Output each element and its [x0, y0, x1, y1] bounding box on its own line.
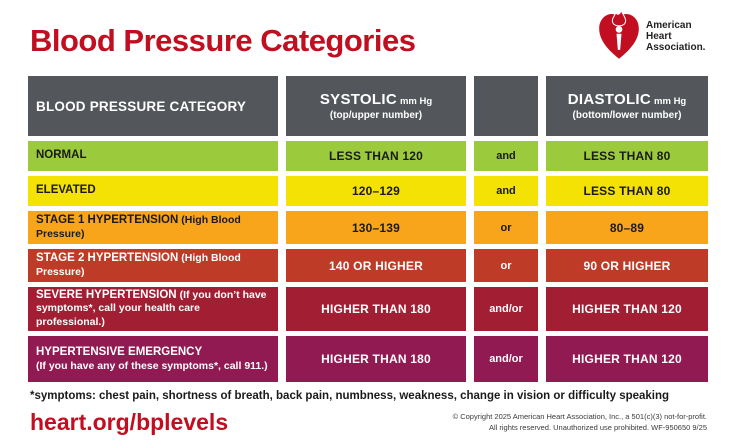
aha-logo: American Heart Association.	[597, 9, 705, 63]
connector-value: or	[474, 249, 538, 282]
category-cell: STAGE 1 HYPERTENSION (High Blood Pressure…	[28, 211, 278, 244]
bp-table: BLOOD PRESSURE CATEGORY SYSTOLIC mm Hg (t…	[28, 76, 708, 382]
header-category-cell: BLOOD PRESSURE CATEGORY	[28, 76, 278, 136]
header-diastolic-cell: DIASTOLIC mm Hg (bottom/lower number)	[546, 76, 708, 136]
diastolic-value: HIGHER THAN 120	[546, 287, 708, 331]
diastolic-value: LESS THAN 80	[546, 176, 708, 206]
systolic-sublabel: (top/upper number)	[329, 109, 423, 121]
systolic-value: LESS THAN 120	[286, 141, 466, 171]
systolic-label: SYSTOLIC	[319, 90, 397, 108]
table-row-stage2: STAGE 2 HYPERTENSION (High Blood Pressure…	[28, 249, 708, 282]
diastolic-sublabel: (bottom/lower number)	[572, 109, 682, 121]
table-header-row: BLOOD PRESSURE CATEGORY SYSTOLIC mm Hg (t…	[28, 76, 708, 136]
category-cell: ELEVATED	[28, 176, 278, 206]
symptoms-footnote: *symptoms: chest pain, shortness of brea…	[30, 390, 670, 402]
page-title: Blood Pressure Categories	[30, 23, 416, 58]
connector-value: and	[474, 176, 538, 206]
diastolic-value: 80–89	[546, 211, 708, 244]
table-row-elevated: ELEVATED 120–129 and LESS THAN 80	[28, 176, 708, 206]
systolic-value: 120–129	[286, 176, 466, 206]
systolic-value: 140 OR HIGHER	[286, 249, 466, 282]
aha-logo-wordmark: American Heart Association.	[646, 19, 706, 53]
diastolic-value: HIGHER THAN 120	[546, 336, 708, 382]
header-systolic-cell: SYSTOLIC mm Hg (top/upper number)	[286, 76, 466, 136]
diastolic-unit: mm Hg	[654, 95, 687, 107]
category-cell: SEVERE HYPERTENSION (If you don’t have sy…	[28, 287, 278, 331]
heart-org-link[interactable]: heart.org/bplevels	[30, 409, 229, 435]
heart-torch-icon	[599, 9, 639, 59]
connector-value: or	[474, 211, 538, 244]
category-cell: STAGE 2 HYPERTENSION (High Blood Pressure…	[28, 249, 278, 282]
connector-value: and/or	[474, 287, 538, 331]
diastolic-value: 90 OR HIGHER	[546, 249, 708, 282]
systolic-value: HIGHER THAN 180	[286, 336, 466, 382]
header-connector-cell	[474, 76, 538, 136]
systolic-value: 130–139	[286, 211, 466, 244]
diastolic-label: DIASTOLIC	[567, 90, 652, 108]
connector-value: and/or	[474, 336, 538, 382]
systolic-unit: mm Hg	[399, 95, 433, 107]
copyright-notice: © Copyright 2025 American Heart Associat…	[452, 412, 707, 432]
category-cell: HYPERTENSIVE EMERGENCY (If you have any o…	[28, 336, 278, 382]
table-row-normal: NORMAL LESS THAN 120 and LESS THAN 80	[28, 141, 708, 171]
systolic-value: HIGHER THAN 180	[286, 287, 466, 331]
category-cell: NORMAL	[28, 141, 278, 171]
table-row-stage1: STAGE 1 HYPERTENSION (High Blood Pressure…	[28, 211, 708, 244]
connector-value: and	[474, 141, 538, 171]
table-row-emergency: HYPERTENSIVE EMERGENCY (If you have any o…	[28, 336, 708, 382]
diastolic-value: LESS THAN 80	[546, 141, 708, 171]
table-row-severe: SEVERE HYPERTENSION (If you don’t have sy…	[28, 287, 708, 331]
